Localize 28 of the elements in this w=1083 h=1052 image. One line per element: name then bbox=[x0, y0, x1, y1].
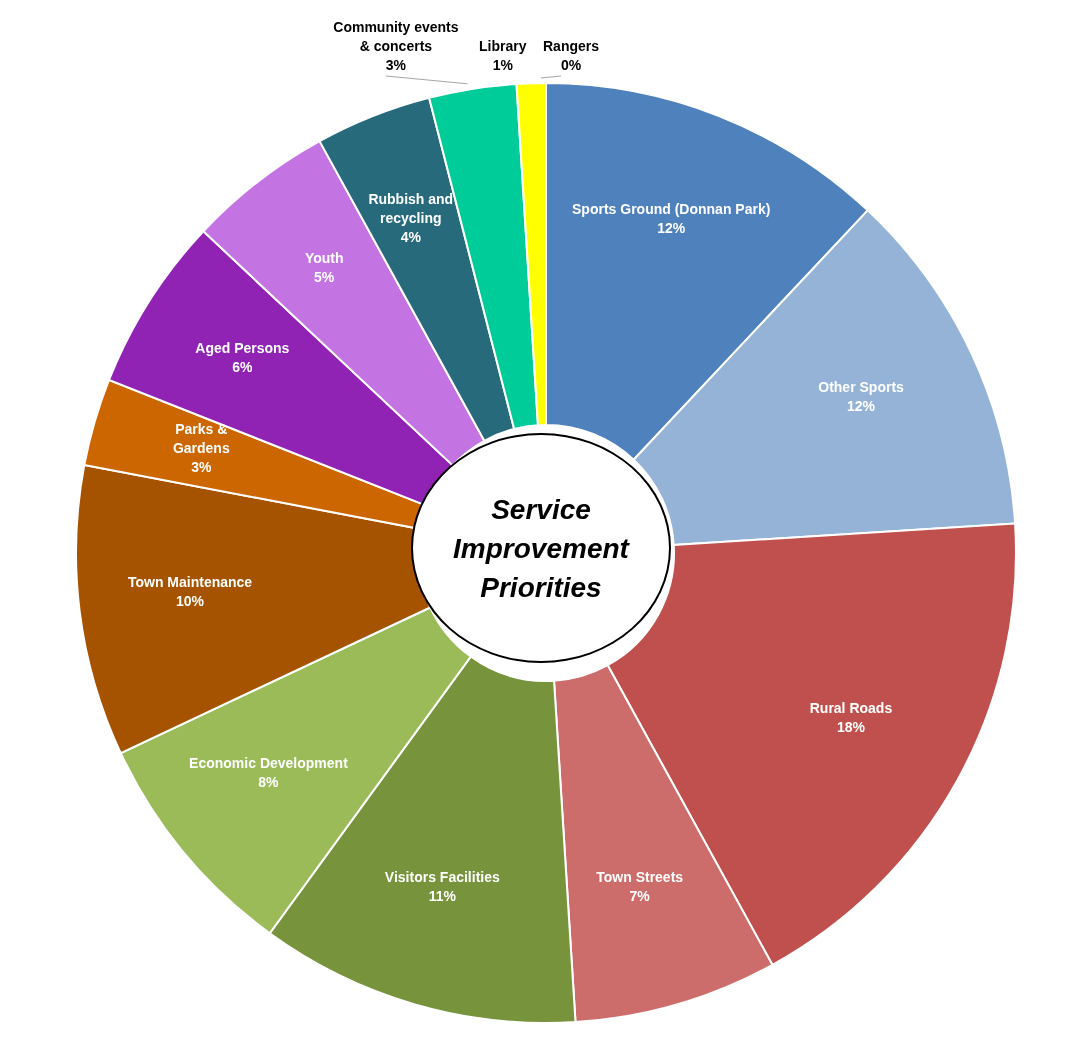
slice-label: Rural Roads bbox=[809, 699, 893, 716]
data-label: 6% bbox=[232, 358, 254, 375]
data-label: 11% bbox=[428, 887, 457, 904]
data-label: 1% bbox=[492, 56, 514, 73]
text: 0% bbox=[560, 56, 582, 73]
data-label: 12% bbox=[657, 219, 686, 236]
slice-label: Visitors Facilities bbox=[384, 868, 500, 885]
data-label: 7% bbox=[629, 887, 651, 904]
slice-label: Economic Development bbox=[189, 754, 349, 771]
slice-label: Other Sports bbox=[818, 378, 905, 395]
data-label: 5% bbox=[314, 268, 335, 285]
text: Service Improvement Priorities bbox=[411, 433, 671, 663]
data-label: 12% bbox=[847, 397, 876, 414]
slice-label: Aged Persons bbox=[195, 339, 290, 356]
slice-label: Community events & concerts bbox=[333, 18, 459, 54]
data-label: 8% bbox=[258, 773, 280, 790]
slice-label: Town Streets bbox=[596, 868, 684, 885]
data-label: 3% bbox=[385, 56, 407, 73]
slice-label: Rubbish and recycling bbox=[368, 190, 454, 226]
slice-label: Library bbox=[479, 37, 527, 54]
slice-label: Youth bbox=[304, 249, 344, 266]
slice-label: Town Maintenance bbox=[127, 573, 253, 590]
data-label: 3% bbox=[191, 459, 212, 476]
slice-label: Sports Ground (Donnan Park) bbox=[572, 200, 771, 217]
data-label: 10% bbox=[176, 592, 205, 609]
data-label: 4% bbox=[400, 228, 422, 245]
category-label: Rangers bbox=[542, 37, 600, 54]
data-label: 18% bbox=[836, 718, 866, 735]
